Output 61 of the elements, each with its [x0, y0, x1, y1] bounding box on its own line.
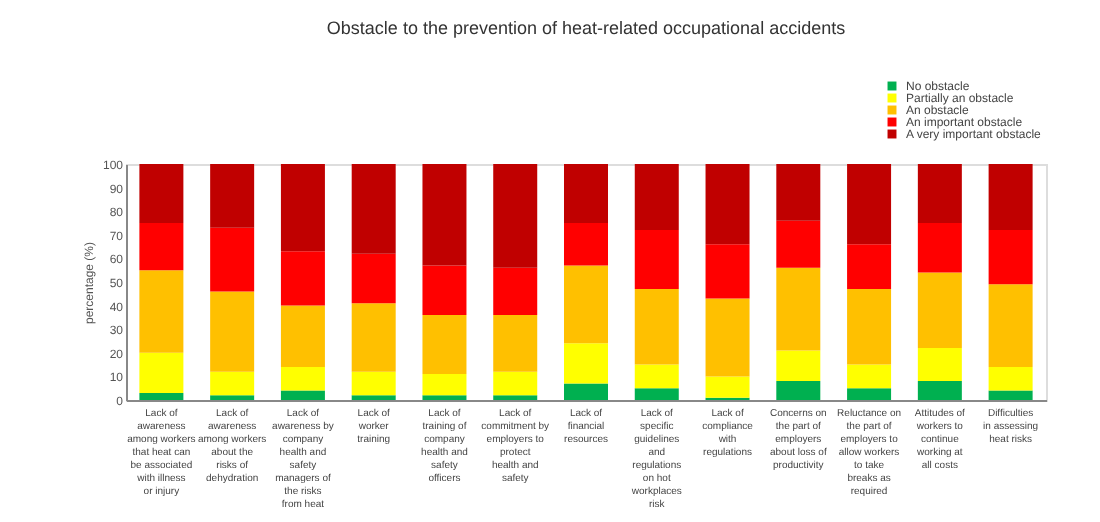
bar	[634, 388, 679, 400]
bar	[634, 164, 679, 231]
bar	[280, 251, 325, 306]
bar	[351, 371, 396, 396]
bar	[988, 366, 1033, 391]
bar	[634, 230, 679, 290]
bar	[776, 381, 821, 400]
chart-title: Obstacle to the prevention of heat-related occupational accidents	[326, 18, 847, 38]
bar	[493, 267, 538, 316]
bar	[988, 390, 1033, 400]
bar	[917, 272, 962, 349]
bar	[776, 164, 821, 221]
bar	[280, 390, 325, 400]
bar	[139, 352, 184, 393]
bar	[210, 371, 255, 396]
bar	[564, 265, 608, 344]
bar	[634, 364, 679, 389]
bar	[705, 164, 750, 245]
bar	[847, 388, 892, 400]
bar	[847, 289, 892, 365]
bar	[351, 164, 396, 254]
bar	[210, 164, 255, 228]
bar	[705, 244, 750, 299]
bar	[564, 164, 608, 223]
bar	[776, 267, 821, 351]
bar	[917, 223, 962, 273]
bar	[422, 265, 467, 316]
bar	[493, 164, 538, 268]
bar	[564, 343, 608, 384]
bar	[139, 392, 184, 400]
bar	[351, 303, 396, 372]
bar	[139, 164, 184, 223]
bar	[988, 284, 1033, 367]
bar	[280, 305, 325, 367]
bar	[917, 164, 962, 223]
bar	[705, 376, 750, 398]
bar	[422, 315, 467, 375]
bar	[351, 253, 396, 304]
bar	[776, 350, 821, 382]
bar	[847, 164, 892, 245]
bar	[776, 220, 821, 268]
bar	[564, 223, 608, 266]
bar	[705, 298, 750, 377]
bar	[847, 244, 892, 290]
bar	[210, 227, 255, 292]
bar	[139, 223, 184, 271]
bar	[847, 364, 892, 389]
bar	[988, 164, 1033, 231]
bar	[493, 315, 538, 372]
bar	[917, 381, 962, 400]
bar	[988, 230, 1033, 285]
bar	[634, 289, 679, 365]
bar	[210, 291, 255, 372]
bar	[917, 348, 962, 382]
bar	[280, 366, 325, 391]
bar	[422, 374, 467, 396]
bar	[139, 270, 184, 353]
bar	[280, 164, 325, 252]
bar	[564, 383, 608, 400]
bar	[422, 164, 467, 266]
bar	[493, 371, 538, 396]
